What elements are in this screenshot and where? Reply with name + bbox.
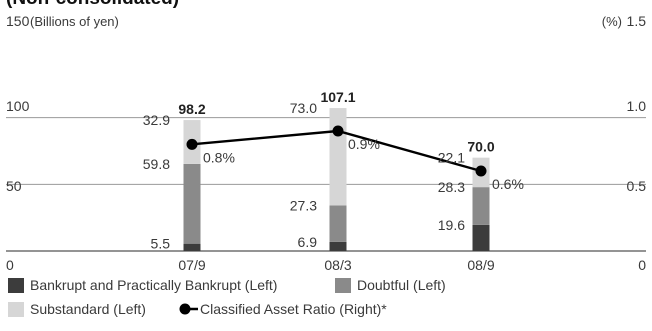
bar-segment <box>329 241 347 251</box>
legend-swatch <box>335 278 351 293</box>
data-label: 27.3 <box>290 197 317 213</box>
left-axis-label: (Billions of yen) <box>30 14 119 29</box>
legend-label: Bankrupt and Practically Bankrupt (Left) <box>30 277 277 293</box>
legend-label: Classified Asset Ratio (Right)* <box>200 301 387 317</box>
total-label: 107.1 <box>320 89 355 105</box>
y2-tick-label: 1.0 <box>627 98 647 114</box>
ratio-label: 0.9% <box>348 136 380 152</box>
y2-tick-label: 0.5 <box>627 178 647 194</box>
y-tick-label: 50 <box>6 178 22 194</box>
x-tick-label: 08/3 <box>324 257 351 273</box>
ratio-label: 0.8% <box>203 149 235 165</box>
data-label: 59.8 <box>143 156 170 172</box>
bar-segment <box>183 163 201 244</box>
data-label: 22.1 <box>438 150 465 166</box>
ratio-label: 0.6% <box>492 176 524 192</box>
line-layer <box>186 125 487 177</box>
legend-swatch <box>8 278 24 293</box>
ratio-marker <box>332 125 344 137</box>
bar-segment <box>329 205 347 242</box>
right-axis-label: (%) <box>602 14 622 29</box>
legend-marker <box>179 303 191 315</box>
y2-tick-label: 1.5 <box>627 13 647 29</box>
axis-layer: 0 50 100 150 0 0.5 1.0 1.5 07/9 08/3 08/9 <box>6 13 646 273</box>
y-tick-label: 150 <box>6 13 30 29</box>
data-label: 6.9 <box>298 234 318 250</box>
bar-segment <box>472 187 490 225</box>
data-label: 73.0 <box>290 100 317 116</box>
data-label: 19.6 <box>438 217 465 233</box>
ratio-marker <box>186 138 198 150</box>
total-label: 70.0 <box>467 139 494 155</box>
x-tick-label: 07/9 <box>178 257 205 273</box>
y-tick-label: 0 <box>6 257 14 273</box>
labels-layer: 5.5 59.8 32.9 6.9 27.3 73.0 19.6 28.3 22.1 98.2 10… <box>143 89 524 252</box>
bar-segment <box>183 243 201 251</box>
total-label: 98.2 <box>178 101 205 117</box>
grid-layer <box>6 117 646 252</box>
data-label: 32.9 <box>143 112 170 128</box>
bar-segment <box>329 108 347 206</box>
y-tick-label: 100 <box>6 98 30 114</box>
legend-label: Doubtful (Left) <box>357 277 446 293</box>
legend-label: Substandard (Left) <box>30 301 146 317</box>
bar-segment <box>472 224 490 251</box>
legend-layer: Bankrupt and Practically Bankrupt (Left)… <box>8 277 446 317</box>
data-label: 5.5 <box>151 236 171 252</box>
y2-tick-label: 0 <box>638 257 646 273</box>
title-layer: (Non-consolidated) (Billions of yen) (%) <box>6 0 622 29</box>
chart-title: (Non-consolidated) <box>6 0 179 9</box>
ratio-marker <box>475 165 487 177</box>
legend-swatch <box>8 302 24 317</box>
x-tick-label: 08/9 <box>467 257 494 273</box>
data-label: 28.3 <box>438 179 465 195</box>
